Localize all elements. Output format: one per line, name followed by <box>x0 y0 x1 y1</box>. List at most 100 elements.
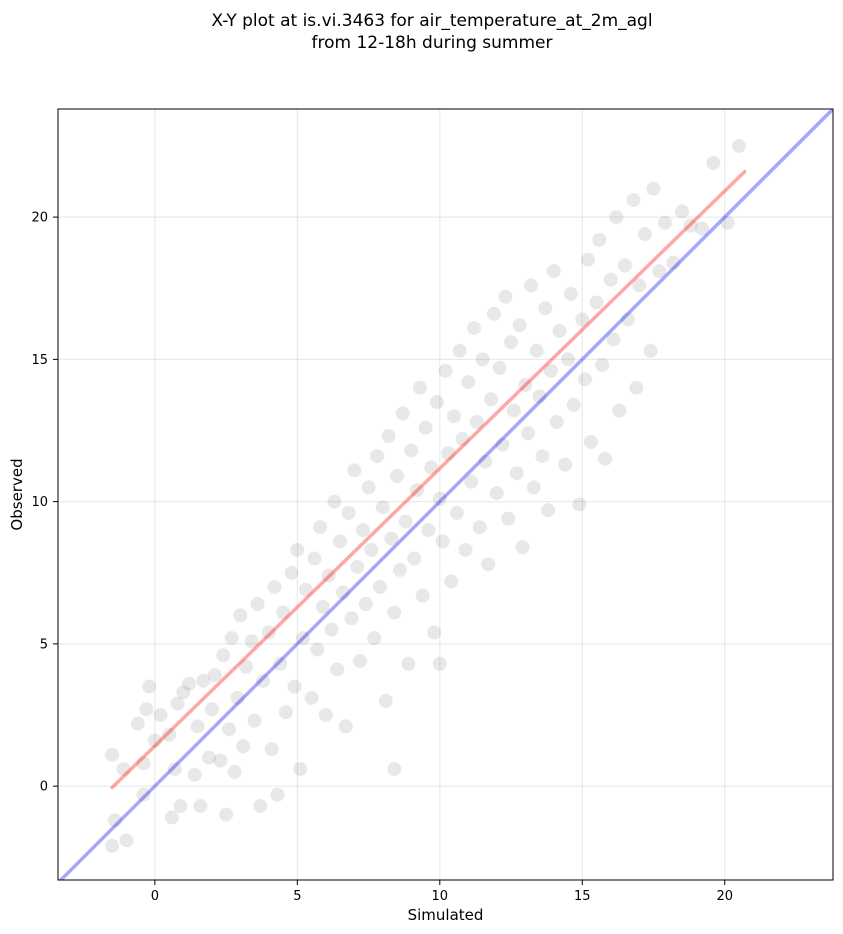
scatter-point <box>216 648 231 663</box>
scatter-point <box>523 278 538 293</box>
scatter-point <box>162 727 177 742</box>
scatter-point <box>105 747 120 762</box>
scatter-point <box>415 588 430 603</box>
scatter-point <box>196 673 211 688</box>
scatter-point <box>239 659 254 674</box>
scatter-point <box>270 787 285 802</box>
x-tick-label: 10 <box>432 889 449 904</box>
scatter-point <box>484 392 499 407</box>
scatter-point <box>173 799 188 814</box>
chart-title-line-2: from 12-18h during summer <box>312 33 553 53</box>
scatter-point <box>298 582 313 597</box>
scatter-point <box>566 397 581 412</box>
scatter-point <box>424 460 439 475</box>
scatter-point <box>170 696 185 711</box>
scatter-point <box>387 762 402 777</box>
scatter-point <box>119 833 134 848</box>
scatter-point <box>435 534 450 549</box>
scatter-point <box>589 295 604 310</box>
scatter-point <box>632 278 647 293</box>
scatter-point <box>136 756 151 771</box>
scatter-point <box>458 542 473 557</box>
y-axis-ticks: 0 5 10 15 20 <box>31 211 58 795</box>
scatter-point <box>176 685 191 700</box>
scatter-point <box>276 605 291 620</box>
scatter-point <box>227 764 242 779</box>
scatter-point <box>620 312 635 327</box>
scatter-point <box>384 531 399 546</box>
scatter-point <box>187 767 202 782</box>
regression-line <box>110 169 747 790</box>
scatter-point <box>221 722 236 737</box>
scatter-point <box>358 597 373 612</box>
scatter-point <box>549 414 564 429</box>
scatter-point <box>410 483 425 498</box>
scatter-point <box>546 264 561 279</box>
scatter-point <box>253 799 268 814</box>
scatter-point <box>469 414 484 429</box>
scatter-point <box>313 520 328 535</box>
scatter-point <box>224 631 239 646</box>
scatter-point <box>147 733 162 748</box>
scatter-point <box>367 631 382 646</box>
scatter-point <box>190 719 205 734</box>
scatter-point <box>321 568 336 583</box>
scatter-point <box>575 312 590 327</box>
y-tick-label: 20 <box>31 211 48 226</box>
scatter-point <box>543 363 558 378</box>
plot-frame <box>57 108 834 881</box>
scatter-point <box>355 523 370 538</box>
scatter-point <box>233 608 248 623</box>
scatter-point <box>378 693 393 708</box>
grid <box>58 109 833 880</box>
scatter-point <box>541 503 556 518</box>
scatter-point <box>432 656 447 671</box>
scatter-point <box>293 762 308 777</box>
scatter-point <box>256 673 271 688</box>
scatter-point <box>706 156 721 171</box>
scatter-point <box>441 446 456 461</box>
scatter-point <box>107 813 122 828</box>
scatter-point <box>666 255 681 270</box>
y-tick-label: 0 <box>40 780 48 795</box>
scatter-point <box>381 429 396 444</box>
scatter-point <box>264 742 279 757</box>
scatter-point <box>318 707 333 722</box>
scatter-point <box>353 653 368 668</box>
scatter-point <box>518 377 533 392</box>
scatter-point <box>421 523 436 538</box>
x-tick-label: 0 <box>151 889 159 904</box>
scatter-point <box>204 702 219 717</box>
scatter-point <box>324 622 339 637</box>
scatter-point <box>438 363 453 378</box>
scatter-point <box>629 380 644 395</box>
scatter-point <box>561 352 576 367</box>
chart-title-line-1: X-Y plot at is.vi.3463 for air_temperatu… <box>211 11 652 31</box>
scatter-point <box>452 343 467 358</box>
scatter-point <box>315 599 330 614</box>
y-tick-label: 5 <box>40 637 48 652</box>
scatter-point <box>495 437 510 452</box>
scatter-point <box>202 750 217 765</box>
scatter-point <box>563 286 578 301</box>
scatter-point <box>361 480 376 495</box>
scatter-point <box>418 420 433 435</box>
scatter-point <box>347 463 362 478</box>
x-axis-label: Simulated <box>408 906 484 924</box>
scatter-point <box>657 215 672 230</box>
scatter-point <box>278 705 293 720</box>
scatter-point <box>230 690 245 705</box>
scatter-point <box>481 557 496 572</box>
scatter-point <box>515 540 530 555</box>
identity-line <box>58 109 833 880</box>
scatter-point <box>683 218 698 233</box>
scatter-point <box>375 500 390 515</box>
scatter-point <box>606 332 621 347</box>
scatter-point <box>609 210 624 225</box>
scatter-point <box>720 215 735 230</box>
scatter-point <box>167 762 182 777</box>
scatter-point <box>130 716 145 731</box>
scatter-point <box>116 762 131 777</box>
scatter-point <box>105 838 120 853</box>
scatter-point <box>387 605 402 620</box>
